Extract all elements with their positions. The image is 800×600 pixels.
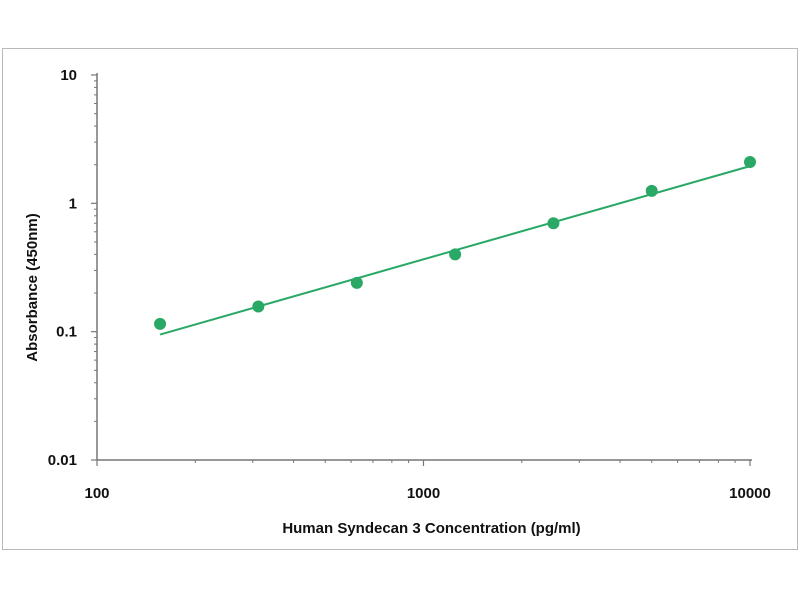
data-point bbox=[350, 276, 363, 289]
tick-labels: 0.01 0.1 1 10 100 1000 10000 bbox=[48, 67, 771, 502]
y-tick-label: 10 bbox=[60, 67, 77, 84]
x-tick-label: 10000 bbox=[729, 485, 771, 502]
x-tick-label: 1000 bbox=[407, 485, 440, 502]
chart-frame bbox=[2, 48, 798, 550]
data-point bbox=[645, 184, 658, 197]
data-point bbox=[449, 248, 462, 261]
x-axis-title: Human Syndecan 3 Concentration (pg/ml) bbox=[282, 520, 580, 537]
ticks bbox=[91, 74, 751, 466]
axes bbox=[96, 73, 752, 461]
y-tick-label: 1 bbox=[69, 195, 77, 212]
y-tick-label: 0.1 bbox=[56, 324, 77, 341]
data-points bbox=[154, 155, 756, 330]
y-tick-label: 0.01 bbox=[48, 452, 77, 469]
data-point bbox=[547, 217, 560, 230]
y-axis-title: Absorbance (450nm) bbox=[24, 213, 41, 361]
data-point bbox=[252, 300, 265, 313]
data-point bbox=[154, 317, 167, 330]
data-point bbox=[744, 155, 756, 168]
x-tick-label: 100 bbox=[84, 485, 109, 502]
